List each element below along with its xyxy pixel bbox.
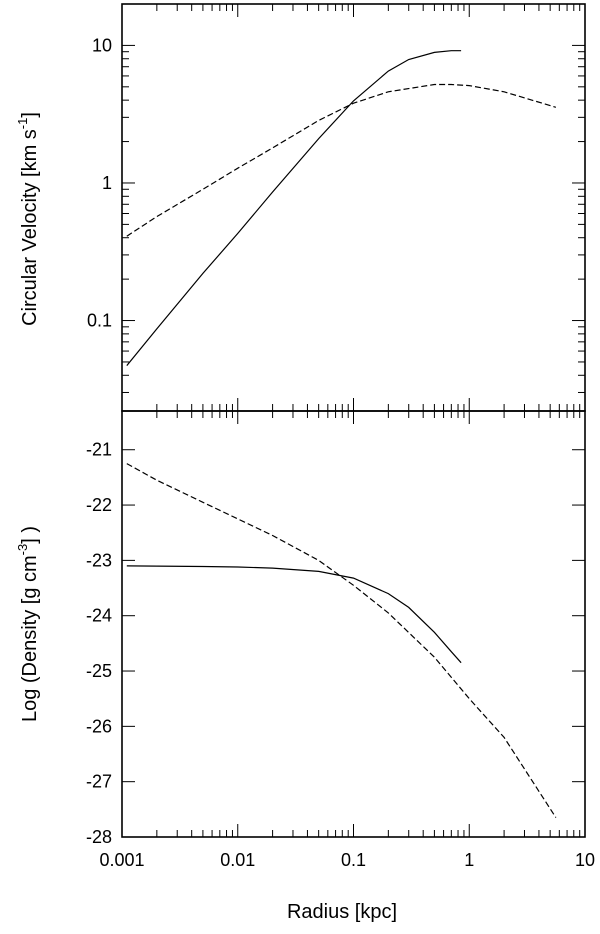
y-tick-label: -22 [86,495,112,515]
velocity-y-axis-label: Circular Velocity [km s-1] [15,112,41,326]
y-tick-label: -25 [86,661,112,681]
y-tick-label: -26 [86,716,112,736]
y-tick-label: -28 [86,827,112,847]
solid-series-line [126,565,462,664]
x-tick-label: 10 [575,850,595,870]
density-y-axis-label-exp: -3 [15,544,30,556]
x-tick-label: 1 [464,850,474,870]
y-tick-label: 0.1 [87,311,112,331]
y-tick-label: -23 [86,550,112,570]
plot-frame [121,3,586,412]
dashed-series-line [126,463,557,818]
y-tick-label: -27 [86,772,112,792]
x-tick-label: 0.001 [99,850,144,870]
velocity-y-axis-label-end: ] [19,112,41,118]
density-y-axis-label: Log (Density [g cm-3] ) [15,526,41,722]
density-panel: 0.001 0.01 0.1 1 10 -21 -22 -23 -24 -25 -26 -27 -28 [86,410,595,870]
dashed-series-line [126,83,557,237]
density-y-axis-label-main: Log (Density [g cm [19,555,41,722]
density-y-axis-label-end: ] ) [19,526,41,544]
velocity-y-axis-label-main: Circular Velocity [km s [19,129,41,326]
velocity-y-axis-label-exp: -1 [15,118,30,130]
y-tick-label: 1 [102,173,112,193]
velocity-panel: 0.1 1 10 [87,3,586,412]
y-tick-label: 10 [92,35,112,55]
x-axis-label: Radius [kpc] [287,901,397,923]
plot-frame [121,410,586,838]
x-tick-label: 0.01 [220,850,255,870]
x-tick-label: 0.1 [341,850,366,870]
y-tick-label: -21 [86,440,112,460]
solid-series-line [126,50,462,366]
y-tick-label: -24 [86,606,112,626]
